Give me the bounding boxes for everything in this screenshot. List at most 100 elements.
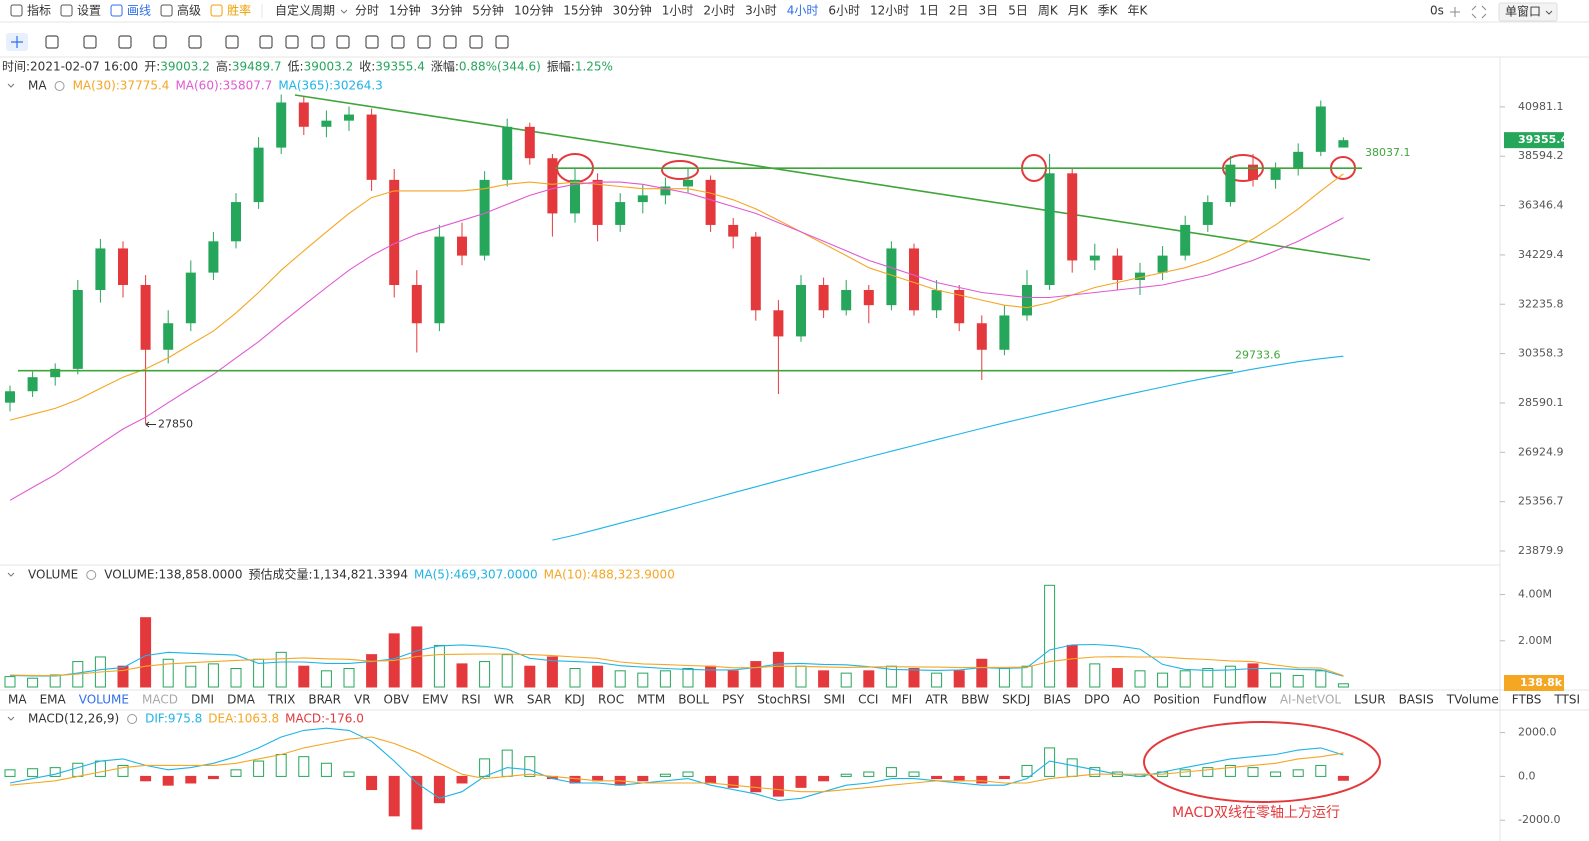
- tool-icon[interactable]: [285, 35, 299, 49]
- period-item[interactable]: 6小时: [828, 4, 860, 18]
- period-item[interactable]: 2日: [949, 4, 969, 18]
- tool-icon[interactable]: [469, 35, 483, 49]
- tool-icon[interactable]: [417, 35, 431, 49]
- indicator-tab[interactable]: LSUR: [1354, 693, 1385, 707]
- tool-icon[interactable]: [118, 35, 132, 49]
- period-item[interactable]: 3分钟: [431, 3, 463, 18]
- period-item[interactable]: 周K: [1038, 4, 1059, 18]
- tool-icon[interactable]: [225, 35, 239, 49]
- indicator-tab[interactable]: TTSI: [1553, 693, 1580, 707]
- tool-icon[interactable]: [365, 35, 379, 49]
- toolbar-item[interactable]: 指标: [27, 3, 51, 18]
- indicator-tab[interactable]: Position: [1153, 693, 1200, 707]
- tool-icon[interactable]: [153, 35, 167, 49]
- toolbar-item[interactable]: 胜率: [227, 3, 251, 18]
- period-item[interactable]: 5分钟: [472, 3, 504, 18]
- indicator-tab[interactable]: SKDJ: [1002, 693, 1030, 707]
- bar: [49, 674, 61, 688]
- period-item[interactable]: 1日: [919, 4, 939, 18]
- tool-icon[interactable]: [336, 35, 350, 49]
- indicator-tab[interactable]: MFI: [891, 693, 912, 707]
- info-label: 时间:: [2, 60, 30, 74]
- legend-entry: MA(60):35807.7: [175, 79, 272, 93]
- indicator-tab[interactable]: BRAR: [308, 693, 341, 707]
- period-menu[interactable]: 自定义周期: [275, 3, 335, 18]
- indicator-tab[interactable]: TVolume: [1446, 693, 1499, 707]
- period-item[interactable]: 1小时: [662, 4, 694, 18]
- indicator-tab[interactable]: MA: [8, 693, 27, 707]
- toolbar-item[interactable]: 高级: [177, 3, 201, 18]
- indicator-tab[interactable]: BBW: [961, 693, 989, 707]
- period-item[interactable]: 10分钟: [514, 3, 553, 18]
- period-item[interactable]: 2小时: [703, 4, 735, 18]
- indicator-tab[interactable]: EMA: [40, 693, 67, 707]
- indicator-tab[interactable]: Fundflow: [1213, 693, 1267, 707]
- indicator-tab[interactable]: DMA: [227, 693, 256, 707]
- indicator-tab[interactable]: BOLL: [678, 693, 709, 707]
- bar: [162, 775, 174, 786]
- crosshair-tool[interactable]: [11, 36, 23, 48]
- period-item[interactable]: 1分钟: [389, 3, 421, 18]
- indicator-tab[interactable]: DMI: [191, 693, 214, 707]
- period-item[interactable]: 年K: [1127, 4, 1148, 18]
- period-item[interactable]: 15分钟: [563, 3, 602, 18]
- indicator-tab[interactable]: MTM: [637, 693, 665, 707]
- toolbar-item[interactable]: 画线: [127, 4, 151, 18]
- bar: [1337, 683, 1349, 688]
- period-item[interactable]: 3小时: [745, 4, 777, 18]
- tool-icon[interactable]: [188, 35, 202, 49]
- indicator-tab[interactable]: SAR: [527, 693, 551, 707]
- tool-icon[interactable]: [83, 35, 97, 49]
- candle-body: [1225, 164, 1236, 203]
- indicator-tab[interactable]: VR: [354, 693, 371, 707]
- period-item[interactable]: 分时: [355, 4, 379, 18]
- indicator-tab[interactable]: OBV: [384, 693, 410, 707]
- indicator-tab[interactable]: DPO: [1084, 693, 1110, 707]
- period-item[interactable]: 季K: [1098, 4, 1119, 18]
- window-button[interactable]: [1498, 2, 1558, 22]
- candle-body: [1248, 164, 1258, 180]
- period-item[interactable]: 5日: [1008, 4, 1028, 18]
- indicator-tab[interactable]: SMI: [824, 693, 846, 707]
- indicator-tab[interactable]: CCI: [858, 693, 878, 707]
- indicator-tab[interactable]: AO: [1123, 693, 1140, 707]
- period-item[interactable]: 12小时: [870, 4, 909, 18]
- toolbar-item[interactable]: 设置: [77, 4, 101, 18]
- tool-icon[interactable]: [443, 35, 457, 49]
- indicator-tab[interactable]: RSI: [461, 693, 481, 707]
- indicator-tab[interactable]: ATR: [925, 693, 948, 707]
- expand-icon[interactable]: [1450, 5, 1487, 19]
- bar: [931, 672, 943, 688]
- indicator-tab[interactable]: EMV: [422, 693, 449, 707]
- settings-icon[interactable]: [127, 714, 138, 724]
- indicator-tab[interactable]: VOLUME: [79, 693, 129, 707]
- indicator-tab[interactable]: BIAS: [1043, 693, 1071, 707]
- bar: [1315, 670, 1327, 688]
- tool-icon[interactable]: [391, 35, 405, 49]
- indicator-tab[interactable]: BASIS: [1399, 693, 1434, 707]
- tool-icon[interactable]: [259, 35, 273, 49]
- period-item[interactable]: 月K: [1068, 4, 1089, 18]
- settings-icon[interactable]: [86, 570, 97, 580]
- period-item[interactable]: 30分钟: [613, 3, 652, 18]
- tool-icon[interactable]: [45, 35, 59, 49]
- indicator-tab[interactable]: PSY: [722, 693, 745, 707]
- collapse-icon: [7, 572, 15, 577]
- tool-icon[interactable]: [311, 35, 325, 49]
- indicator-tab[interactable]: AI-NetVOL: [1280, 693, 1342, 707]
- indicator-tab[interactable]: KDJ: [564, 693, 585, 707]
- tool-icon[interactable]: [495, 35, 509, 49]
- window-label[interactable]: 单窗口: [1505, 5, 1541, 19]
- indicator-tab[interactable]: WR: [494, 693, 514, 707]
- period-item[interactable]: 4小时: [787, 4, 819, 18]
- y-tick-label: 4.00M: [1518, 588, 1552, 601]
- settings-icon[interactable]: [54, 81, 65, 91]
- indicator-tab[interactable]: StochRSI: [757, 693, 810, 707]
- indicator-tab[interactable]: MACD: [142, 693, 178, 707]
- y-tick-label: 2000.0: [1518, 726, 1557, 739]
- indicator-tab[interactable]: TRIX: [267, 693, 295, 707]
- info-label: 涨幅:: [431, 59, 459, 74]
- period-item[interactable]: 3日: [979, 4, 999, 18]
- indicator-tab[interactable]: ROC: [598, 693, 624, 707]
- indicator-tab[interactable]: FTBS: [1512, 693, 1542, 707]
